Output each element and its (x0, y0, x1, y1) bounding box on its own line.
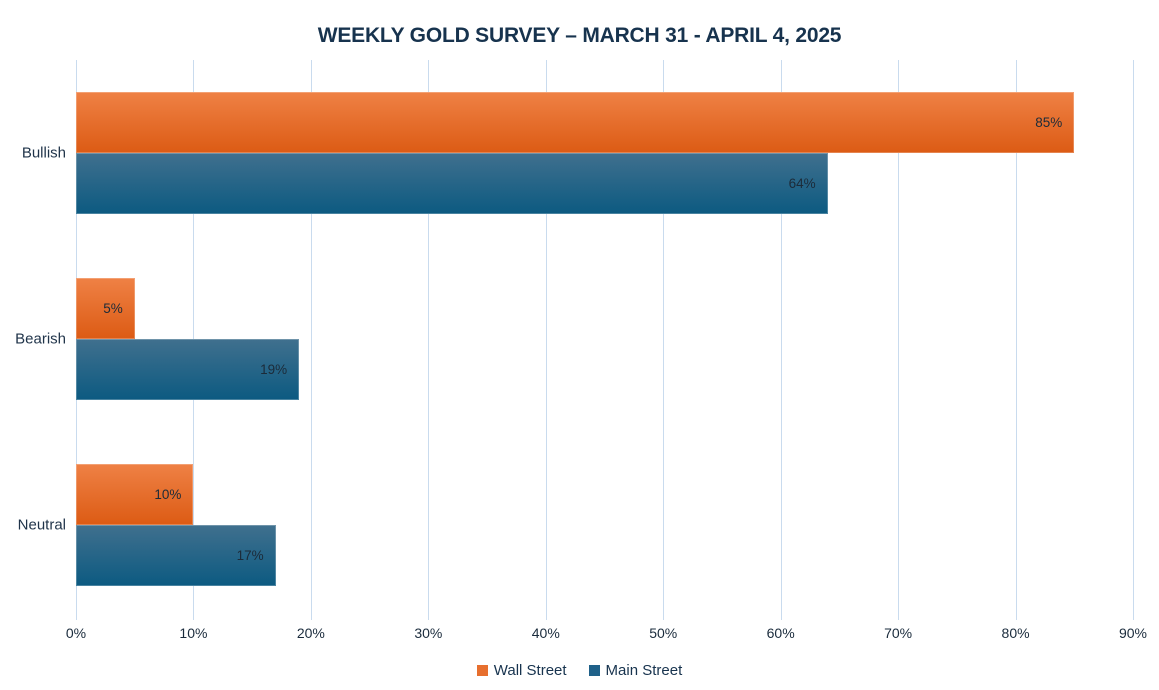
x-tick-label: 30% (414, 625, 443, 641)
legend-label: Wall Street (493, 662, 567, 679)
legend-item-wall-street: Wall Street (476, 662, 567, 679)
gridline (1015, 60, 1017, 620)
x-tick-label: 50% (649, 625, 678, 641)
bar-label: 10% (154, 487, 182, 502)
bar-label: 85% (1035, 115, 1063, 130)
gridline (1133, 60, 1134, 620)
legend-label: Main Street (605, 662, 683, 679)
x-tick-label: 20% (296, 625, 325, 641)
gridline (310, 60, 312, 620)
category-label: Neutral (17, 516, 66, 534)
bar-neutral-main-street: 17% (76, 525, 276, 586)
gridline (545, 60, 547, 620)
plot-area: 85% 64% 5% 19% 10% 17% (76, 60, 1134, 620)
gridline (898, 60, 900, 620)
x-tick-label: 70% (884, 625, 913, 641)
category-label: Bearish (15, 330, 66, 348)
bar-label: 64% (788, 176, 816, 191)
x-tick-label: 60% (766, 625, 795, 641)
x-tick-label: 10% (179, 625, 208, 641)
gridline (663, 60, 665, 620)
bar-bearish-wall-street: 5% (76, 278, 135, 339)
legend-swatch-icon (588, 665, 600, 676)
bar-bullish-wall-street: 85% (76, 92, 1075, 153)
gridline (780, 60, 782, 620)
gridline (428, 60, 430, 620)
chart-title: WEEKLY GOLD SURVEY – MARCH 31 - APRIL 4,… (317, 24, 842, 47)
x-tick-label: 0% (65, 625, 87, 641)
bar-label: 17% (236, 548, 264, 563)
x-tick-label: 90% (1118, 625, 1148, 641)
bar-bearish-main-street: 19% (76, 339, 300, 400)
x-tick-label: 80% (1001, 625, 1030, 641)
bar-neutral-wall-street: 10% (76, 464, 194, 525)
bar-label: 5% (103, 301, 123, 316)
category-label: Bullish (21, 144, 66, 162)
legend: Wall Street Main Street (0, 662, 1159, 679)
x-tick-label: 40% (531, 625, 560, 641)
legend-item-main-street: Main Street (588, 662, 683, 679)
legend-swatch-icon (476, 665, 488, 676)
bar-bullish-main-street: 64% (76, 153, 828, 214)
bar-label: 19% (260, 362, 288, 377)
